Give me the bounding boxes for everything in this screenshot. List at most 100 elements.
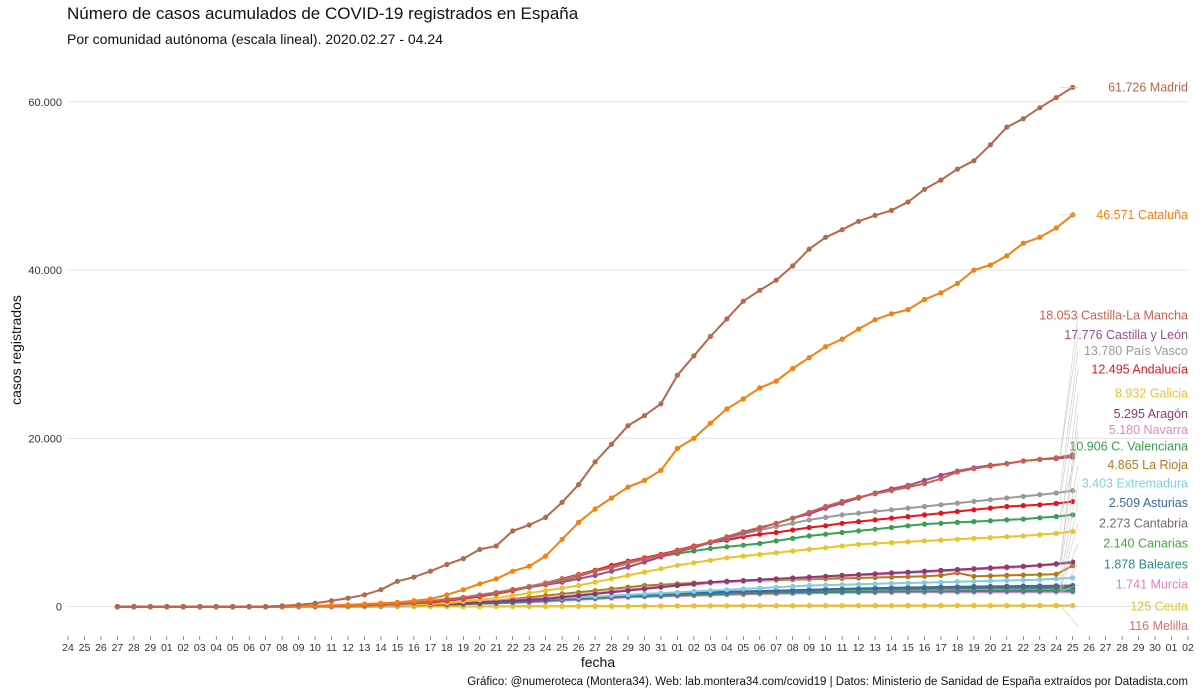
data-point-galicia <box>790 548 796 554</box>
data-point-aragon <box>1004 564 1010 570</box>
data-point-aragon <box>856 572 862 578</box>
data-point-galicia <box>576 582 582 589</box>
end-label-galicia: 8.932 Galicia <box>1115 387 1188 401</box>
data-point-madrid <box>131 604 137 610</box>
series-line-cataluna <box>117 214 1074 608</box>
data-point-cataluna <box>460 587 466 593</box>
data-point-aragon <box>921 568 928 574</box>
data-point-galicia <box>905 539 911 545</box>
end-label-cantabria: 2.273 Cantabria <box>1099 516 1188 530</box>
data-point-madrid <box>641 413 648 419</box>
data-point-madrid <box>1004 124 1010 130</box>
x-tick-label: 29 <box>622 642 634 654</box>
data-point-madrid <box>872 212 878 218</box>
data-point-galicia <box>872 540 878 547</box>
chart-title: Número de casos acumulados de COVID-19 r… <box>67 4 579 23</box>
data-point-madrid <box>477 546 483 553</box>
data-point-castilla-la-mancha <box>1004 461 1010 467</box>
data-point-extremadura <box>724 587 730 593</box>
data-point-ceuta <box>872 603 878 609</box>
leader-line-extremadura <box>1059 483 1079 578</box>
data-point-madrid <box>246 604 252 610</box>
data-point-la-rioja <box>1004 572 1010 579</box>
x-tick-label: 09 <box>293 642 305 654</box>
data-point-galicia <box>641 569 648 575</box>
data-point-ceuta <box>691 603 697 609</box>
data-point-castilla-la-mancha <box>921 481 928 487</box>
data-point-castilla-y-leon <box>625 564 631 570</box>
data-point-cataluna <box>658 467 664 473</box>
data-point-aragon <box>740 577 746 584</box>
data-point-c-valenciana <box>1070 512 1076 518</box>
data-point-ceuta <box>658 603 664 609</box>
data-point-galicia <box>856 541 862 547</box>
data-point-extremadura <box>1070 575 1076 581</box>
data-point-pais-vasco <box>823 514 829 521</box>
data-point-castilla-la-mancha <box>707 539 714 545</box>
data-point-cataluna <box>691 435 697 441</box>
data-point-pais-vasco <box>888 507 895 513</box>
data-point-castilla-la-mancha <box>1053 455 1059 461</box>
end-label-navarra: 5.180 Navarra <box>1109 423 1188 437</box>
data-point-aragon <box>691 581 697 587</box>
data-point-cataluna <box>954 280 961 287</box>
x-tick-label: 26 <box>573 642 585 654</box>
data-point-madrid <box>460 556 466 562</box>
data-point-aragon <box>905 569 911 575</box>
data-point-galicia <box>707 557 714 563</box>
data-point-castilla-la-mancha <box>971 466 977 472</box>
data-point-ceuta <box>1053 602 1059 609</box>
data-point-cataluna <box>411 598 417 604</box>
data-point-andalucia <box>1053 500 1059 507</box>
data-point-aragon <box>707 579 714 585</box>
x-tick-label: 14 <box>375 642 387 654</box>
x-tick-label: 01 <box>1166 642 1178 654</box>
x-tick-label: 18 <box>441 642 453 654</box>
data-point-cataluna <box>576 519 582 526</box>
data-point-madrid <box>279 603 285 609</box>
data-point-castilla-la-mancha <box>806 509 812 515</box>
data-point-cataluna <box>839 336 845 342</box>
leader-line-baleares <box>1059 564 1079 591</box>
data-point-ceuta <box>724 603 730 609</box>
x-tick-label: 29 <box>145 642 157 654</box>
data-point-cataluna <box>806 355 812 361</box>
data-point-castilla-la-mancha <box>823 503 829 510</box>
x-tick-label: 09 <box>803 642 815 654</box>
data-point-aragon <box>872 571 878 577</box>
data-point-cataluna <box>378 600 384 606</box>
end-label-c-valenciana: 10.906 C. Valenciana <box>1069 440 1188 454</box>
leader-line-c-valenciana <box>1059 446 1079 515</box>
x-tick-label: 23 <box>523 642 535 654</box>
end-label-madrid: 61.726 Madrid <box>1108 80 1188 94</box>
data-point-aragon <box>757 577 763 583</box>
data-point-cataluna <box>707 420 714 426</box>
data-point-aragon <box>1037 562 1043 568</box>
data-point-castilla-la-mancha <box>691 544 697 550</box>
data-point-la-rioja <box>921 573 928 579</box>
data-point-cataluna <box>361 601 368 607</box>
data-point-cataluna <box>543 553 549 559</box>
chart-caption: Gráfico: @numeroteca (Montera34). Web: l… <box>467 676 1188 688</box>
data-point-galicia <box>921 538 928 544</box>
data-point-aragon <box>559 594 565 600</box>
data-point-extremadura <box>823 582 829 588</box>
data-point-pais-vasco <box>872 508 878 515</box>
data-point-castilla-y-leon <box>592 572 598 579</box>
data-point-pais-vasco <box>856 510 862 516</box>
leader-line-melilla <box>1060 605 1079 627</box>
x-tick-label: 02 <box>177 642 189 654</box>
data-point-aragon <box>724 578 730 584</box>
data-point-asturias <box>1037 583 1043 589</box>
end-label-andalucia: 12.495 Andalucía <box>1091 362 1188 376</box>
data-point-pais-vasco <box>905 505 911 511</box>
data-point-madrid <box>608 441 615 447</box>
data-point-galicia <box>592 579 598 585</box>
data-point-aragon <box>954 566 961 573</box>
data-point-galicia <box>740 553 746 559</box>
leader-line-navarra <box>1059 429 1079 564</box>
data-point-extremadura <box>905 580 911 586</box>
x-tick-label: 05 <box>227 642 239 654</box>
data-point-extremadura <box>757 585 763 591</box>
data-point-madrid <box>938 177 944 183</box>
